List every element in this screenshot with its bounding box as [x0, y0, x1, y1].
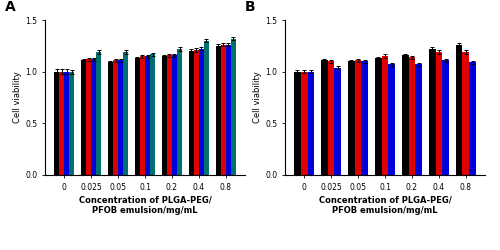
Bar	[64, 72, 69, 175]
Bar	[150, 54, 155, 175]
Y-axis label: Cell viability: Cell viability	[14, 72, 22, 123]
Bar	[189, 51, 194, 175]
Bar	[54, 72, 59, 175]
Bar	[59, 72, 64, 175]
Bar	[294, 72, 301, 175]
Bar	[402, 55, 408, 175]
Bar	[167, 55, 172, 175]
Bar	[436, 52, 442, 175]
Bar	[348, 61, 354, 175]
Bar	[113, 60, 118, 175]
Bar	[382, 56, 388, 175]
Bar	[429, 49, 436, 175]
X-axis label: Concentration of PLGA-PEG/
PFOB emulsion/mg/mL: Concentration of PLGA-PEG/ PFOB emulsion…	[318, 196, 452, 215]
Bar	[81, 60, 86, 175]
Bar	[194, 50, 199, 175]
Bar	[328, 61, 334, 175]
Bar	[91, 59, 96, 175]
Bar	[199, 49, 204, 175]
Bar	[140, 56, 145, 175]
Bar	[416, 64, 422, 175]
Bar	[172, 55, 177, 175]
Bar	[308, 72, 314, 175]
Bar	[221, 45, 226, 175]
Bar	[135, 58, 140, 175]
Bar	[469, 62, 476, 175]
Bar	[321, 60, 328, 175]
Bar	[354, 60, 362, 175]
Bar	[86, 59, 91, 175]
Bar	[362, 61, 368, 175]
Bar	[96, 52, 101, 175]
Text: B: B	[245, 0, 256, 14]
Bar	[123, 52, 128, 175]
Bar	[108, 62, 113, 175]
Text: A: A	[5, 0, 16, 14]
Bar	[162, 56, 167, 175]
Bar	[216, 46, 221, 175]
Bar	[456, 45, 462, 175]
Y-axis label: Cell viability: Cell viability	[254, 72, 262, 123]
Bar	[226, 45, 231, 175]
Bar	[388, 64, 395, 175]
Bar	[442, 60, 449, 175]
Bar	[334, 68, 341, 175]
Bar	[177, 49, 182, 175]
Bar	[69, 72, 74, 175]
Bar	[231, 38, 236, 175]
X-axis label: Concentration of PLGA-PEG/
PFOB emulsion/mg/mL: Concentration of PLGA-PEG/ PFOB emulsion…	[78, 196, 212, 215]
Bar	[118, 60, 123, 175]
Bar	[204, 41, 209, 175]
Bar	[408, 57, 416, 175]
Bar	[301, 72, 308, 175]
Bar	[375, 58, 382, 175]
Bar	[145, 56, 150, 175]
Bar	[462, 52, 469, 175]
